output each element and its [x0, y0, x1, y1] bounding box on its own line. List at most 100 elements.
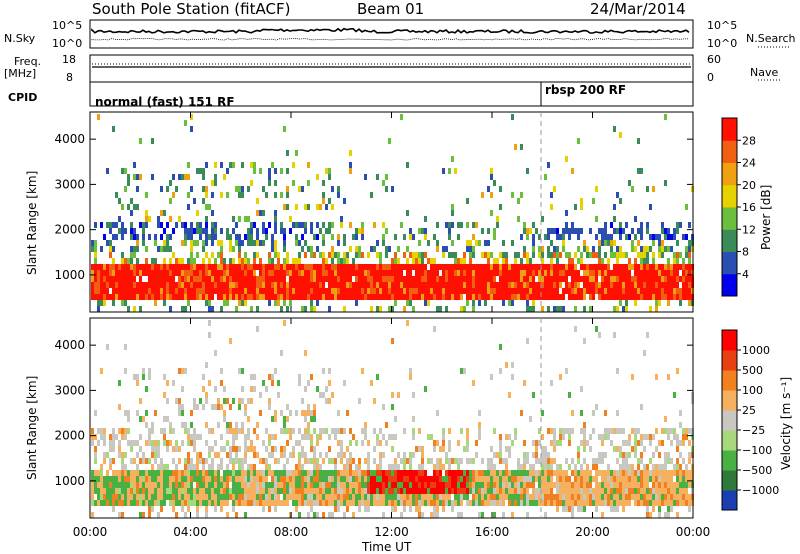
- velocity-cell: [571, 488, 574, 494]
- power-cell: [199, 288, 202, 294]
- power-ytick-label: 2000: [54, 223, 85, 237]
- velocity-cell: [208, 446, 211, 452]
- velocity-cell: [685, 488, 688, 494]
- power-cell: [571, 288, 574, 294]
- power-cell: [553, 186, 556, 192]
- power-cell: [160, 210, 163, 216]
- velocity-cell: [577, 482, 580, 488]
- velocity-cell: [409, 458, 412, 464]
- power-cell: [268, 180, 271, 186]
- power-cell: [370, 276, 373, 282]
- power-cell: [685, 270, 688, 276]
- velocity-cell: [343, 488, 346, 494]
- power-cell: [676, 222, 679, 228]
- power-cell: [313, 306, 316, 312]
- power-cell: [214, 234, 217, 240]
- velocity-cell: [286, 404, 289, 410]
- power-cell: [625, 282, 628, 288]
- power-cell: [220, 276, 223, 282]
- velocity-cell: [208, 470, 211, 476]
- velocity-cell: [583, 470, 586, 476]
- velocity-cell: [622, 452, 625, 458]
- velocity-cell: [307, 476, 310, 482]
- power-cell: [190, 252, 193, 258]
- velocity-cell: [376, 374, 379, 380]
- velocity-cell: [634, 434, 637, 440]
- velocity-cell: [280, 410, 283, 416]
- power-cell: [187, 192, 190, 198]
- power-cell: [568, 264, 571, 270]
- velocity-cell: [262, 458, 265, 464]
- velocity-cell: [607, 428, 610, 434]
- power-cell: [196, 282, 199, 288]
- power-cell: [367, 270, 370, 276]
- velocity-cell: [298, 374, 301, 380]
- power-cell: [160, 294, 163, 300]
- velocity-cell: [388, 470, 391, 476]
- power-cell: [532, 270, 535, 276]
- power-cell: [94, 270, 97, 276]
- velocity-cell: [256, 500, 259, 506]
- velocity-cell: [358, 470, 361, 476]
- velocity-cell: [169, 470, 172, 476]
- power-cell: [484, 240, 487, 246]
- velocity-cell: [325, 500, 328, 506]
- velocity-cell: [523, 452, 526, 458]
- velocity-cell: [655, 476, 658, 482]
- power-cell: [277, 264, 280, 270]
- power-cell: [238, 294, 241, 300]
- power-cell: [193, 282, 196, 288]
- power-cell: [439, 294, 442, 300]
- power-cell: [604, 264, 607, 270]
- power-cell: [310, 246, 313, 252]
- power-cell: [370, 306, 373, 312]
- velocity-cell: [595, 494, 598, 500]
- velocity-cell: [217, 464, 220, 470]
- power-cell: [226, 264, 229, 270]
- velocity-cell: [235, 512, 238, 518]
- velocity-cell: [232, 482, 235, 488]
- power-cell: [385, 294, 388, 300]
- power-cell: [166, 240, 169, 246]
- velocity-cell: [682, 488, 685, 494]
- power-cell: [184, 222, 187, 228]
- power-cell: [418, 264, 421, 270]
- power-cell: [454, 270, 457, 276]
- velocity-cell: [412, 500, 415, 506]
- velocity-cell: [553, 482, 556, 488]
- velocity-cell: [148, 506, 151, 512]
- power-cell: [451, 204, 454, 210]
- velocity-cell: [304, 494, 307, 500]
- velocity-cell: [571, 500, 574, 506]
- power-cell: [352, 294, 355, 300]
- velocity-cell: [283, 428, 286, 434]
- power-cell: [634, 282, 637, 288]
- velocity-cell: [640, 434, 643, 440]
- power-cell: [265, 276, 268, 282]
- power-cell: [490, 252, 493, 258]
- power-cell: [469, 276, 472, 282]
- velocity-cell: [355, 488, 358, 494]
- velocity-cell: [616, 476, 619, 482]
- station-title: South Pole Station (fitACF): [92, 0, 291, 18]
- velocity-cell: [484, 500, 487, 506]
- velocity-cell: [490, 488, 493, 494]
- velocity-cell: [322, 470, 325, 476]
- power-cell: [304, 306, 307, 312]
- power-cell: [145, 192, 148, 198]
- power-cell: [475, 240, 478, 246]
- power-cell: [184, 306, 187, 312]
- power-cell: [391, 186, 394, 192]
- velocity-cell: [94, 446, 97, 452]
- power-cell: [679, 276, 682, 282]
- power-cell: [265, 270, 268, 276]
- velocity-cell: [457, 464, 460, 470]
- power-cell: [361, 282, 364, 288]
- power-cell: [610, 270, 613, 276]
- velocity-cell: [127, 416, 130, 422]
- power-cell: [583, 270, 586, 276]
- velocity-cell: [400, 458, 403, 464]
- power-cell: [493, 258, 496, 264]
- power-cell: [316, 294, 319, 300]
- velocity-cell: [304, 482, 307, 488]
